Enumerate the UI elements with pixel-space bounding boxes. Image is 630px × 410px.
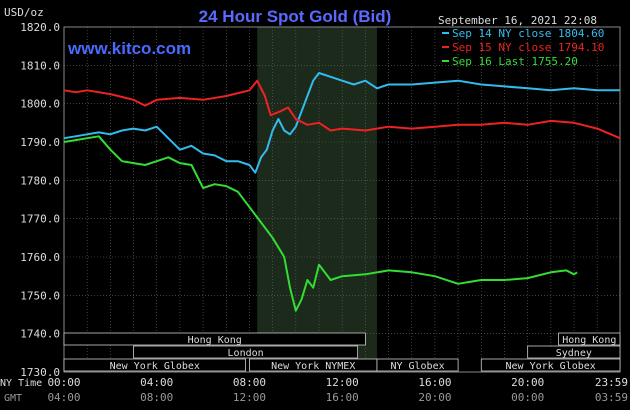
y-axis-unit: USD/oz: [4, 6, 44, 19]
y-tick-label: 1770.0: [20, 213, 60, 226]
x-tick-label-ny: 00:00: [47, 376, 80, 389]
y-tick-label: 1780.0: [20, 174, 60, 187]
market-sessions: Hong Kong Hong Kong London Sydney New York G…: [63, 332, 621, 372]
series-line-3: [63, 135, 578, 312]
x-tick-label-ny: 08:00: [233, 376, 266, 389]
session-label: Hong Kong: [562, 335, 616, 346]
session-label: London: [228, 348, 264, 359]
session-label: New York Globex: [110, 361, 200, 372]
session-bar: [558, 332, 621, 346]
x-tick-label-ny: 12:00: [326, 376, 359, 389]
legend-entry: Sep 15 NY close 1794.10: [452, 41, 604, 54]
session-bar: [63, 358, 246, 372]
y-tick-label: 1790.0: [20, 136, 60, 149]
x-tick-label-gmt: 12:00: [233, 391, 266, 404]
plot-border: [63, 26, 621, 373]
y-tick-label: 1750.0: [20, 289, 60, 302]
session-bar: [376, 358, 459, 372]
watermark: www.kitco.com: [67, 39, 191, 58]
session-label: NY Globex: [390, 361, 444, 372]
x-tick-label-ny: 16:00: [418, 376, 451, 389]
x-row-label-gmt: GMT: [4, 393, 22, 404]
x-row-label-ny: NY Time: [0, 378, 42, 389]
y-tick-label: 1740.0: [20, 328, 60, 341]
y-tick-label: 1730.0: [20, 366, 60, 379]
series-line-1: [63, 72, 620, 174]
legend-entry: Sep 14 NY close 1804.60: [452, 27, 604, 40]
session-bar: [133, 345, 359, 359]
x-tick-label-ny: 23:59: [595, 376, 628, 389]
x-axis-ticks: 00:00 04:00 04:00 08:00 08:00 12:00 12:00 16:00…: [47, 376, 628, 404]
timestamp: September 16, 2021 22:08: [438, 14, 597, 27]
nymex-session-highlight: [257, 27, 377, 372]
y-tick-label: 1800.0: [20, 98, 60, 111]
x-tick-label-gmt: 04:00: [47, 391, 80, 404]
x-tick-label-gmt: 03:59: [595, 391, 628, 404]
x-tick-label-gmt: 20:00: [418, 391, 451, 404]
x-tick-label-gmt: 08:00: [140, 391, 173, 404]
session-label: Hong Kong: [188, 335, 242, 346]
x-tick-label-ny: 04:00: [140, 376, 173, 389]
x-tick-label-gmt: 16:00: [326, 391, 359, 404]
x-tick-label-gmt: 00:00: [511, 391, 544, 404]
session-label: Sydney: [556, 348, 592, 359]
session-label: New York NYMEX: [271, 361, 355, 372]
legend-entry: Sep 16 Last 1755.20: [452, 55, 578, 68]
y-axis-ticks: 1820.0 1810.0 1800.0 1790.0 1780.0 1770.0 1760…: [20, 21, 60, 379]
session-label: New York Globex: [505, 361, 595, 372]
chart-title: 24 Hour Spot Gold (Bid): [199, 7, 392, 26]
series-lines: [63, 72, 621, 312]
grid: [64, 26, 620, 373]
session-bar: [527, 345, 621, 359]
session-bar: [63, 332, 366, 346]
session-bar: [480, 358, 621, 372]
y-tick-label: 1760.0: [20, 251, 60, 264]
y-tick-label: 1810.0: [20, 59, 60, 72]
series-line-2: [63, 79, 621, 140]
x-tick-label-ny: 20:00: [511, 376, 544, 389]
y-tick-label: 1820.0: [20, 21, 60, 34]
